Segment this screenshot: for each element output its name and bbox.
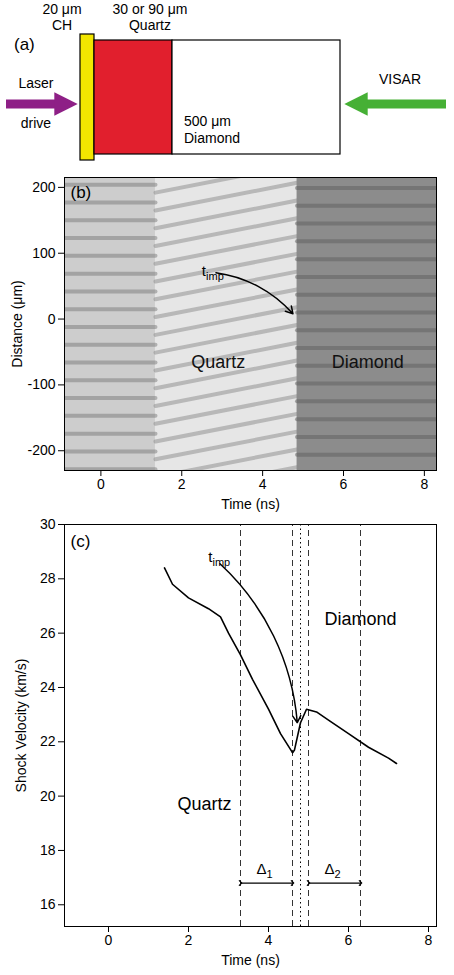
- svg-text:26: 26: [40, 625, 56, 641]
- svg-text:0: 0: [105, 932, 113, 948]
- svg-text:30 or 90 μmQuartz: 30 or 90 μmQuartz: [113, 1, 188, 33]
- svg-text:(a): (a): [14, 35, 35, 54]
- svg-text:VISAR: VISAR: [379, 71, 421, 87]
- svg-text:Δ: Δ: [324, 860, 334, 877]
- svg-text:6: 6: [340, 476, 348, 492]
- svg-text:2: 2: [185, 932, 193, 948]
- svg-text:Diamond: Diamond: [332, 352, 404, 372]
- svg-text:200: 200: [32, 179, 56, 195]
- svg-text:imp: imp: [206, 270, 224, 282]
- svg-text:4: 4: [259, 476, 267, 492]
- svg-text:4: 4: [265, 932, 273, 948]
- svg-text:Quartz: Quartz: [191, 352, 245, 372]
- svg-text:Laserdrive: Laserdrive: [18, 75, 53, 131]
- svg-text:Quartz: Quartz: [177, 794, 231, 814]
- svg-text:500 μmDiamond: 500 μmDiamond: [184, 113, 240, 146]
- svg-text:30: 30: [40, 516, 56, 532]
- svg-text:-100: -100: [27, 376, 55, 392]
- svg-text:-200: -200: [27, 442, 55, 458]
- svg-text:Time (ns): Time (ns): [221, 496, 280, 512]
- svg-text:(b): (b): [71, 183, 92, 202]
- svg-text:20: 20: [40, 788, 56, 804]
- svg-text:8: 8: [420, 476, 428, 492]
- svg-text:20 μmCH: 20 μmCH: [42, 1, 81, 33]
- svg-text:100: 100: [32, 245, 56, 261]
- svg-text:Δ: Δ: [256, 860, 266, 877]
- svg-text:Shock Velocity (km/s): Shock Velocity (km/s): [13, 659, 29, 793]
- svg-text:18: 18: [40, 842, 56, 858]
- svg-text:0: 0: [48, 311, 56, 327]
- svg-text:Distance (μm): Distance (μm): [9, 280, 25, 367]
- svg-text:t: t: [201, 262, 206, 280]
- svg-text:16: 16: [40, 896, 56, 912]
- svg-text:Time (ns): Time (ns): [221, 952, 280, 968]
- svg-text:(c): (c): [71, 532, 91, 551]
- svg-text:t: t: [208, 547, 213, 565]
- svg-text:2: 2: [178, 476, 186, 492]
- svg-text:imp: imp: [213, 556, 231, 568]
- svg-text:2: 2: [335, 868, 341, 880]
- svg-text:8: 8: [425, 932, 433, 948]
- svg-text:1: 1: [267, 868, 273, 880]
- svg-text:6: 6: [345, 932, 353, 948]
- svg-text:0: 0: [97, 476, 105, 492]
- svg-text:Diamond: Diamond: [324, 609, 396, 629]
- svg-text:28: 28: [40, 570, 56, 586]
- svg-text:24: 24: [40, 679, 56, 695]
- svg-text:22: 22: [40, 733, 56, 749]
